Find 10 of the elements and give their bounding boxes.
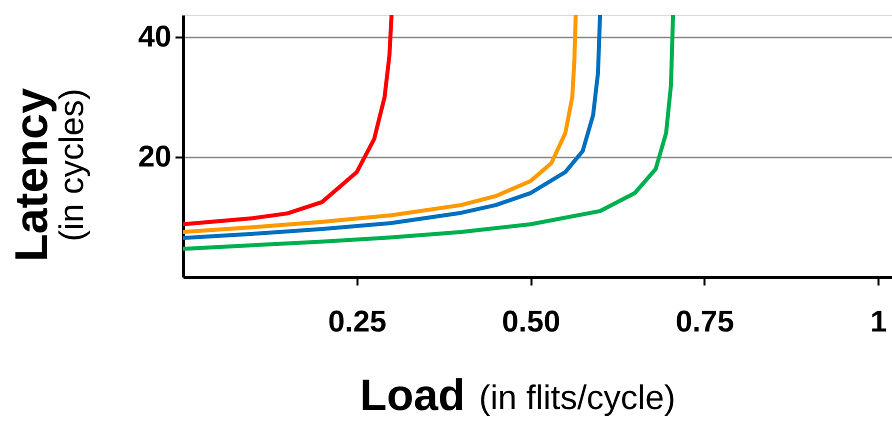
x-tick-label: 1 [870,306,887,338]
x-axis-title: Load (in flits/cycle) [360,371,676,420]
x-tick-label: 0.75 [676,306,734,338]
y-axis-title: Latency (in cycles) [5,88,91,262]
x-tick-label: 0.25 [328,306,386,338]
line-series [181,13,676,251]
y-tick-label: 20 [138,140,172,174]
x-tick-label: 0.50 [502,306,560,338]
y-tick-label: 40 [138,20,172,54]
line-series [181,13,394,226]
